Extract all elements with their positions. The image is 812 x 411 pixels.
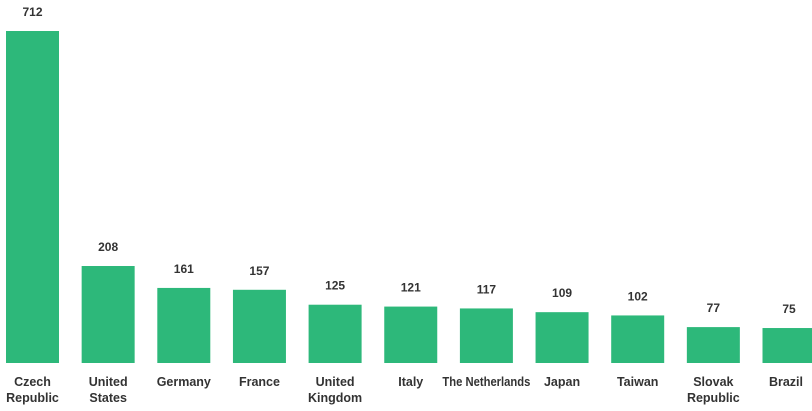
category-tick-label: The Netherlands <box>442 375 530 389</box>
data-label: 157 <box>249 264 269 278</box>
data-label: 125 <box>325 279 345 293</box>
bar <box>157 287 211 363</box>
bar <box>6 31 59 363</box>
category-tick-label: United States <box>89 375 128 405</box>
bar <box>459 308 513 363</box>
category-tick-label: Italy <box>398 375 423 389</box>
category-tick-label: Czech Republic <box>6 375 59 405</box>
data-label: 712 <box>22 5 42 19</box>
data-label: 121 <box>401 281 421 295</box>
bar <box>611 315 665 363</box>
category-tick-label: Slovak Republic <box>687 375 740 405</box>
data-label: 161 <box>174 262 194 276</box>
bar <box>81 266 135 363</box>
category-tick-label: Taiwan <box>617 375 658 389</box>
bar <box>232 289 286 363</box>
category-tick-label: Japan <box>544 375 580 389</box>
data-label: 109 <box>552 286 572 300</box>
bar <box>384 306 438 363</box>
category-tick-label: Brazil <box>769 375 803 389</box>
category-labels-group: Czech Republic United States Germany France Un… <box>6 375 803 405</box>
bar <box>686 327 740 363</box>
value-labels-group: 712 208 161 157 125 121 117 109 102 77 75 <box>22 5 796 316</box>
category-tick-label: France <box>239 375 280 389</box>
category-tick-label: United Kingdom <box>308 375 362 405</box>
category-tick-label: Germany <box>157 375 211 389</box>
bar <box>535 312 589 363</box>
data-label: 208 <box>98 240 118 254</box>
data-label: 77 <box>707 301 721 315</box>
bar <box>762 328 812 363</box>
bar <box>308 304 362 363</box>
data-label: 117 <box>477 282 497 296</box>
bars-group <box>6 31 812 363</box>
data-label: 75 <box>782 302 796 316</box>
data-label: 102 <box>628 289 648 303</box>
